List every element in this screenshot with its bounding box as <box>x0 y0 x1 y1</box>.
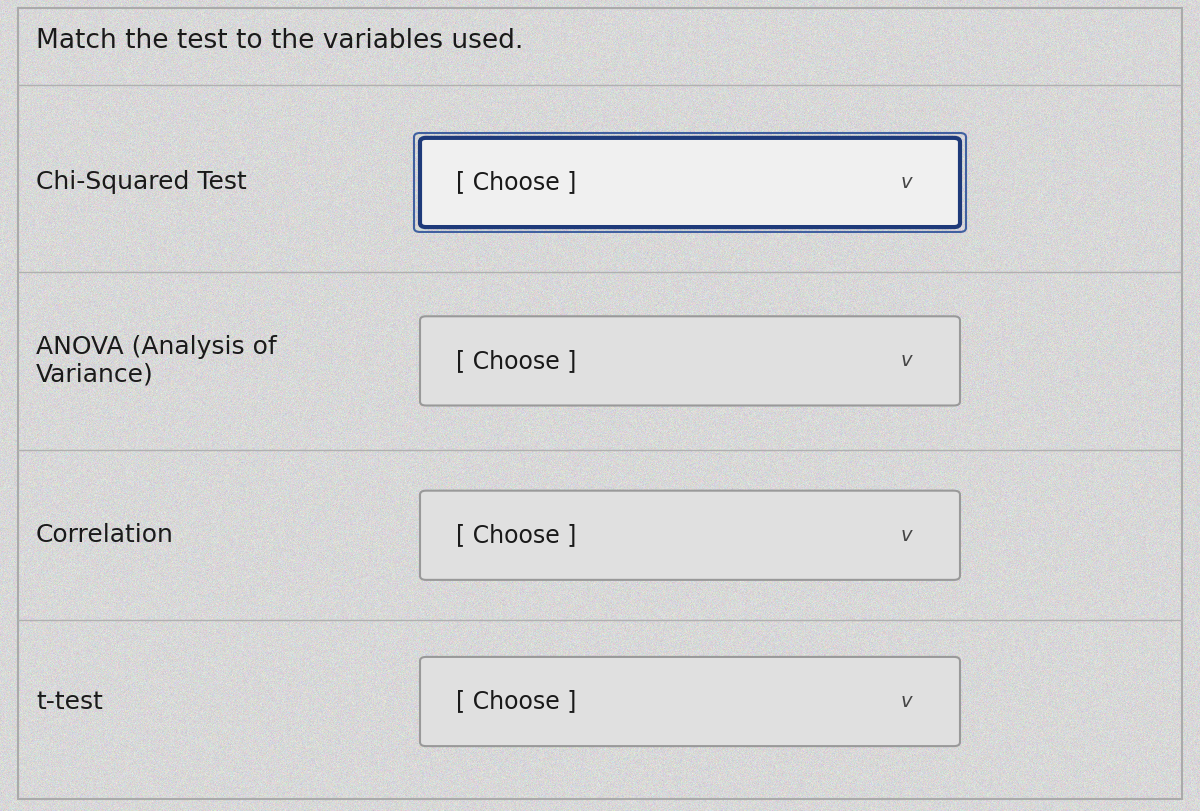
FancyBboxPatch shape <box>420 138 960 227</box>
Text: t-test: t-test <box>36 689 103 714</box>
Text: Match the test to the variables used.: Match the test to the variables used. <box>36 28 523 54</box>
Text: Chi-Squared Test: Chi-Squared Test <box>36 170 247 195</box>
Text: Correlation: Correlation <box>36 523 174 547</box>
Text: ANOVA (Analysis of
Variance): ANOVA (Analysis of Variance) <box>36 335 277 387</box>
Text: v: v <box>900 173 912 192</box>
Text: [ Choose ]: [ Choose ] <box>456 523 576 547</box>
Text: [ Choose ]: [ Choose ] <box>456 170 576 195</box>
Text: v: v <box>900 526 912 545</box>
Text: [ Choose ]: [ Choose ] <box>456 349 576 373</box>
Text: v: v <box>900 692 912 711</box>
Text: v: v <box>900 351 912 371</box>
Text: [ Choose ]: [ Choose ] <box>456 689 576 714</box>
FancyBboxPatch shape <box>420 316 960 406</box>
FancyBboxPatch shape <box>420 491 960 580</box>
FancyBboxPatch shape <box>420 657 960 746</box>
